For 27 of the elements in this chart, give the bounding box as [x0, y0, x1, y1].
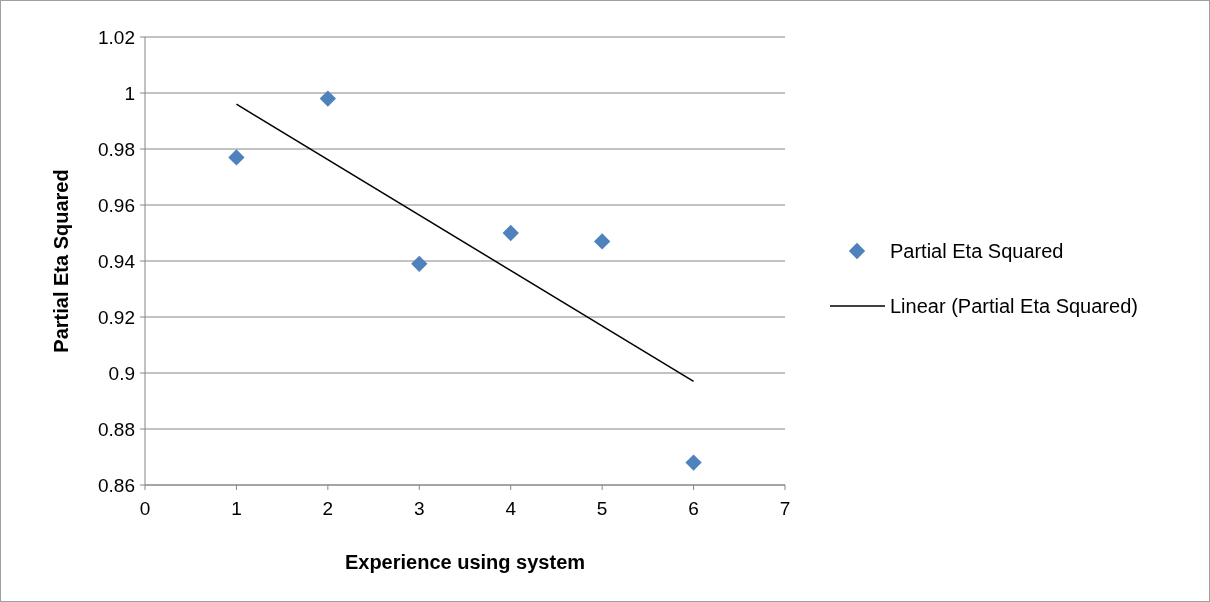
x-tick-label: 5 — [596, 498, 608, 519]
y-tick-label: 0.86 — [98, 474, 135, 496]
y-tick-label: 0.92 — [98, 306, 135, 328]
y-tick-label: 0.9 — [108, 362, 135, 384]
x-axis-title: Experience using system — [344, 551, 586, 573]
x-tick-label: 0 — [139, 498, 151, 519]
y-tick-label: 0.96 — [98, 194, 135, 216]
x-tick-label: 7 — [779, 498, 791, 519]
legend-label: Partial Eta Squared — [890, 240, 1064, 262]
legend-label: Linear (Partial Eta Squared) — [890, 295, 1138, 317]
x-tick-label: 1 — [231, 498, 242, 519]
y-tick-label: 0.98 — [98, 138, 135, 160]
point — [502, 224, 519, 242]
y-axis-title: Partial Eta Squared — [50, 169, 72, 353]
point — [319, 90, 337, 107]
x-tick-label: 3 — [414, 498, 425, 519]
y-tick-label: 1 — [124, 82, 135, 104]
y-tick-label: 1.02 — [98, 26, 135, 48]
x-tick-label: 4 — [505, 498, 517, 519]
point — [685, 454, 702, 471]
x-tick-label: 2 — [322, 498, 334, 519]
y-tick-label: 0.88 — [98, 418, 135, 440]
x-tick-label: 6 — [688, 498, 699, 519]
point — [228, 149, 245, 166]
y-tick-label: 0.94 — [98, 250, 136, 272]
point — [593, 233, 611, 250]
point — [411, 255, 428, 272]
